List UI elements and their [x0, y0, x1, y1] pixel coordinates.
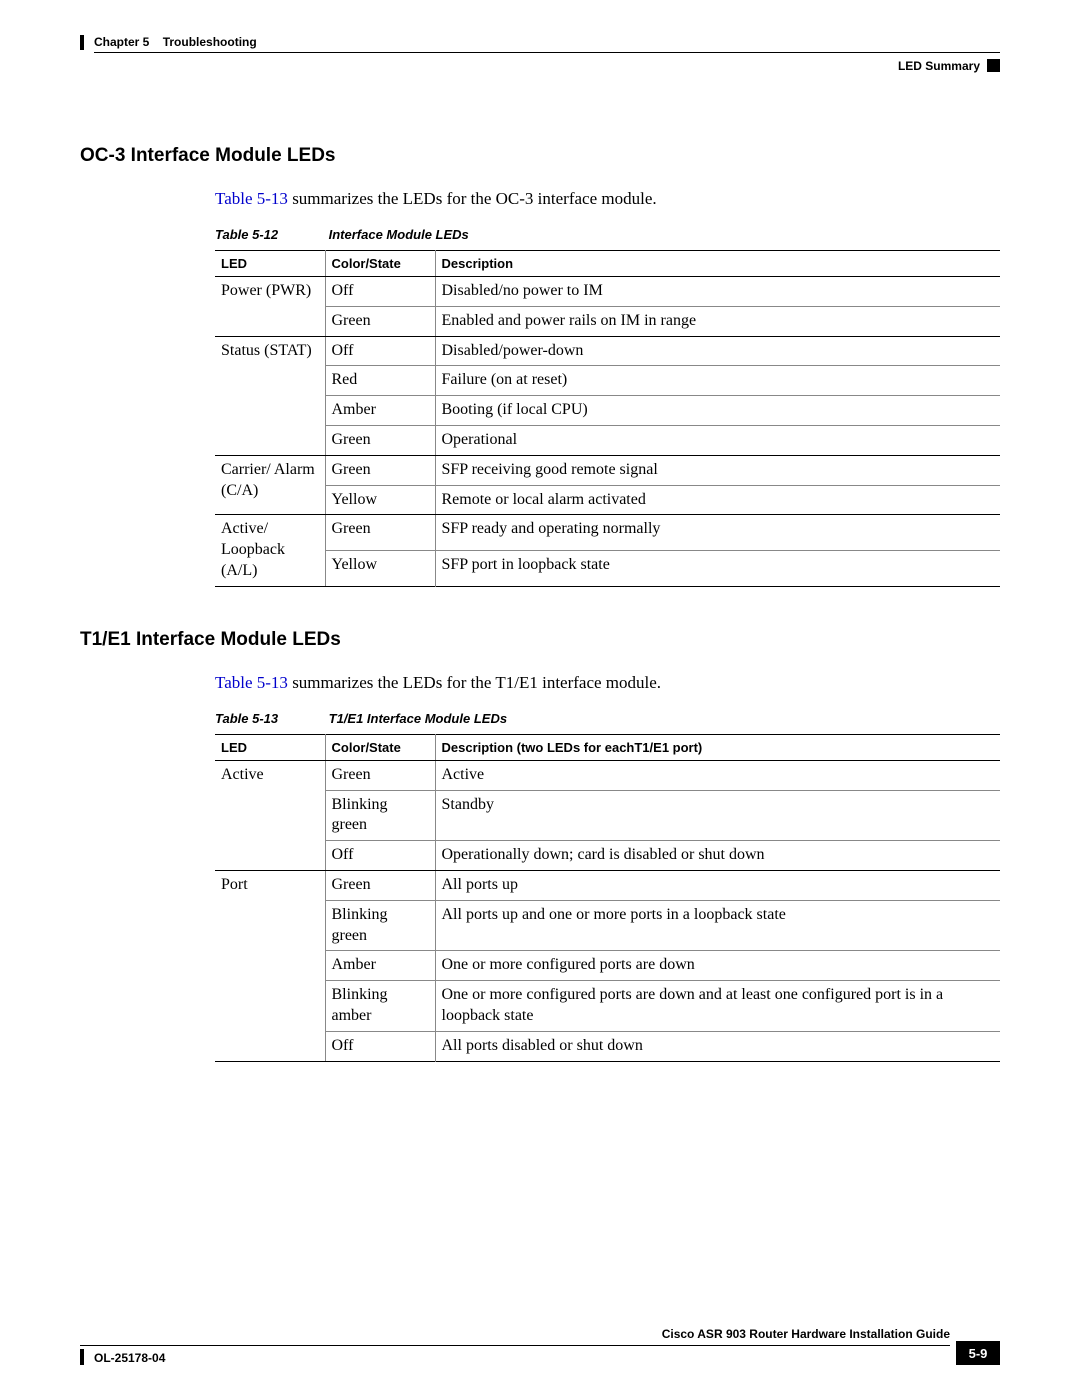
table-row: Off All ports disabled or shut down: [215, 1031, 1000, 1061]
table-row: Amber Booting (if local CPU): [215, 396, 1000, 426]
cell-cs: Red: [325, 366, 435, 396]
cell-cs: Green: [325, 870, 435, 900]
cell-cs: Amber: [325, 951, 435, 981]
section-heading-oc3: OC-3 Interface Module LEDs: [80, 145, 1000, 167]
footer-bar-icon: [80, 1349, 84, 1365]
table-oc3: LED Color/State Description Power (PWR) …: [215, 250, 1000, 587]
col-desc: Description: [435, 251, 1000, 277]
table1-caption: Table 5-12 Interface Module LEDs: [215, 227, 1000, 242]
table-ref-link[interactable]: Table 5-13: [215, 189, 288, 208]
table-row: Yellow Remote or local alarm activated: [215, 485, 1000, 515]
cell-desc: One or more configured ports are down an…: [435, 981, 1000, 1032]
col-desc: Description (two LEDs for eachT1/E1 port…: [435, 734, 1000, 760]
cell-cs: Off: [325, 1031, 435, 1061]
cell-desc: Operational: [435, 425, 1000, 455]
table2-caption-title: T1/E1 Interface Module LEDs: [329, 711, 507, 726]
cell-desc: SFP receiving good remote signal: [435, 455, 1000, 485]
cell-desc: Disabled/no power to IM: [435, 277, 1000, 307]
cell-desc: All ports up: [435, 870, 1000, 900]
header-section-label: LED Summary: [898, 59, 980, 73]
table-row: Power (PWR) Off Disabled/no power to IM: [215, 277, 1000, 307]
cell-cs: Off: [325, 277, 435, 307]
cell-led: Port: [215, 870, 325, 1061]
cell-led: Active/ Loopback (A/L): [215, 515, 325, 586]
cell-cs: Off: [325, 336, 435, 366]
cell-led: Status (STAT): [215, 336, 325, 455]
col-colorstate: Color/State: [325, 734, 435, 760]
cell-cs: Off: [325, 841, 435, 871]
cell-cs: Blinking green: [325, 900, 435, 951]
footer-page-number: 5-9: [956, 1341, 1000, 1365]
cell-cs: Blinking green: [325, 790, 435, 841]
cell-desc: SFP port in loopback state: [435, 551, 1000, 587]
col-colorstate: Color/State: [325, 251, 435, 277]
cell-led: Active: [215, 760, 325, 870]
cell-desc: Failure (on at reset): [435, 366, 1000, 396]
table-row: Status (STAT) Off Disabled/power-down: [215, 336, 1000, 366]
section1-intro: Table 5-13 summarizes the LEDs for the O…: [215, 189, 1000, 209]
chapter-line: Chapter 5 Troubleshooting: [94, 35, 257, 49]
cell-cs: Green: [325, 515, 435, 551]
cell-desc: Disabled/power-down: [435, 336, 1000, 366]
table-ref-link[interactable]: Table 5-13: [215, 673, 288, 692]
cell-led: Power (PWR): [215, 277, 325, 337]
table1-caption-num: Table 5-12: [215, 227, 325, 242]
cell-cs: Yellow: [325, 551, 435, 587]
footer-rule: [80, 1345, 950, 1346]
cell-desc: One or more configured ports are down: [435, 951, 1000, 981]
cell-cs: Blinking amber: [325, 981, 435, 1032]
chapter-title: Troubleshooting: [163, 35, 257, 49]
col-led: LED: [215, 251, 325, 277]
cell-desc: SFP ready and operating normally: [435, 515, 1000, 551]
section2-intro: Table 5-13 summarizes the LEDs for the T…: [215, 673, 1000, 693]
header-rule: [94, 52, 1000, 53]
cell-cs: Amber: [325, 396, 435, 426]
cell-desc: Operationally down; card is disabled or …: [435, 841, 1000, 871]
table-row: Off Operationally down; card is disabled…: [215, 841, 1000, 871]
table-t1e1: LED Color/State Description (two LEDs fo…: [215, 734, 1000, 1062]
section2-intro-rest: summarizes the LEDs for the T1/E1 interf…: [288, 673, 661, 692]
table-row: Blinking amber One or more configured po…: [215, 981, 1000, 1032]
table-row: Amber One or more configured ports are d…: [215, 951, 1000, 981]
header-bar-icon: [80, 35, 84, 50]
cell-desc: Standby: [435, 790, 1000, 841]
section1-intro-rest: summarizes the LEDs for the OC-3 interfa…: [288, 189, 657, 208]
table-row: Green Enabled and power rails on IM in r…: [215, 306, 1000, 336]
table-row: Green Operational: [215, 425, 1000, 455]
section-heading-t1e1: T1/E1 Interface Module LEDs: [80, 629, 1000, 651]
table2-caption: Table 5-13 T1/E1 Interface Module LEDs: [215, 711, 1000, 726]
table-row: Active/ Loopback (A/L) Green SFP ready a…: [215, 515, 1000, 551]
cell-desc: All ports up and one or more ports in a …: [435, 900, 1000, 951]
table-row: Carrier/ Alarm (C/A) Green SFP receiving…: [215, 455, 1000, 485]
table-row: Active Green Active: [215, 760, 1000, 790]
cell-desc: Enabled and power rails on IM in range: [435, 306, 1000, 336]
footer-doc-id: OL-25178-04: [94, 1351, 165, 1365]
table-row: Blinking green Standby: [215, 790, 1000, 841]
cell-cs: Green: [325, 760, 435, 790]
cell-cs: Green: [325, 306, 435, 336]
table1-caption-title: Interface Module LEDs: [329, 227, 469, 242]
page-header: Chapter 5 Troubleshooting LED Summary: [80, 35, 1000, 85]
table-row: Yellow SFP port in loopback state: [215, 551, 1000, 587]
page-footer: Cisco ASR 903 Router Hardware Installati…: [80, 1327, 1000, 1367]
cell-desc: Remote or local alarm activated: [435, 485, 1000, 515]
footer-guide-title: Cisco ASR 903 Router Hardware Installati…: [662, 1327, 950, 1341]
table-row: Blinking green All ports up and one or m…: [215, 900, 1000, 951]
cell-led: Carrier/ Alarm (C/A): [215, 455, 325, 515]
cell-cs: Green: [325, 455, 435, 485]
cell-cs: Green: [325, 425, 435, 455]
cell-desc: All ports disabled or shut down: [435, 1031, 1000, 1061]
cell-desc: Booting (if local CPU): [435, 396, 1000, 426]
table-row: Red Failure (on at reset): [215, 366, 1000, 396]
page-container: Chapter 5 Troubleshooting LED Summary OC…: [0, 0, 1080, 1112]
cell-cs: Yellow: [325, 485, 435, 515]
table2-caption-num: Table 5-13: [215, 711, 325, 726]
chapter-label: Chapter 5: [94, 35, 149, 49]
cell-desc: Active: [435, 760, 1000, 790]
col-led: LED: [215, 734, 325, 760]
table-row: Port Green All ports up: [215, 870, 1000, 900]
header-square-icon: [987, 59, 1000, 72]
